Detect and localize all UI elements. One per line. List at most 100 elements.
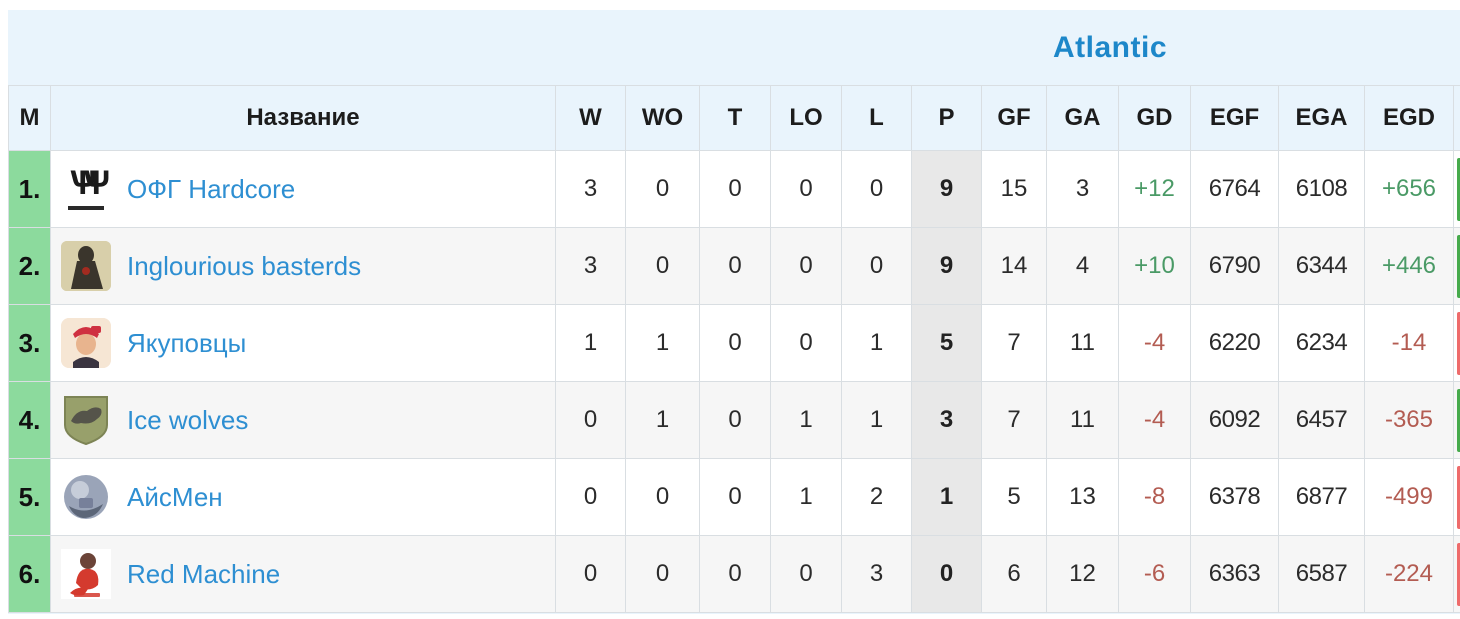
lo-cell: 1 (770, 458, 842, 536)
gf-cell: 7 (981, 381, 1047, 459)
division-title: Atlantic (1052, 30, 1168, 64)
team-link[interactable]: Ice wolves (127, 404, 249, 435)
form-cell (1453, 381, 1460, 459)
table-row: 2. Inglourious basterds 3 0 0 0 0 9 14 4 (8, 227, 1460, 305)
ega-cell: 6877 (1278, 458, 1365, 536)
l-cell: 0 (841, 150, 912, 228)
red-machine-logo (61, 549, 111, 599)
points-cell: 9 (911, 227, 982, 305)
ega-cell: 6457 (1278, 381, 1365, 459)
col-header-form (1453, 85, 1460, 151)
team-cell: Ice wolves (50, 381, 556, 459)
lo-cell: 1 (770, 381, 842, 459)
form-indicator-bar (1457, 543, 1460, 606)
lo-cell: 0 (770, 227, 842, 305)
w-cell: 0 (555, 381, 626, 459)
gd-cell: +10 (1118, 227, 1191, 305)
ga-cell: 4 (1046, 227, 1119, 305)
place-cell: 1. (8, 150, 51, 228)
place-cell: 3. (8, 304, 51, 382)
gd-cell: -4 (1118, 381, 1191, 459)
table-row: 1. ѰѰ ОФГ Hardcore 3 0 0 0 0 9 15 3 (8, 150, 1460, 228)
t-cell: 0 (699, 304, 771, 382)
gd-cell: -8 (1118, 458, 1191, 536)
place-cell: 4. (8, 381, 51, 459)
team-link[interactable]: Якуповцы (127, 327, 247, 358)
team-cell: Якуповцы (50, 304, 556, 382)
t-cell: 0 (699, 150, 771, 228)
l-cell: 2 (841, 458, 912, 536)
egd-cell: +446 (1364, 227, 1454, 305)
place-cell: 2. (8, 227, 51, 305)
egf-cell: 6790 (1190, 227, 1279, 305)
col-header-gd: GD (1118, 85, 1191, 151)
form-cell (1453, 535, 1460, 613)
egf-cell: 6378 (1190, 458, 1279, 536)
col-header-lo: LO (770, 85, 842, 151)
wo-cell: 1 (625, 304, 700, 382)
w-cell: 0 (555, 458, 626, 536)
team-cell: Red Machine (50, 535, 556, 613)
form-cell (1453, 227, 1460, 305)
gf-cell: 14 (981, 227, 1047, 305)
egf-cell: 6764 (1190, 150, 1279, 228)
table-row: 4. Ice wolves 0 1 0 1 1 3 7 11 -4 (8, 381, 1460, 459)
form-indicator-bar (1457, 389, 1460, 452)
team-cell: Inglourious basterds (50, 227, 556, 305)
form-indicator-bar (1457, 312, 1460, 375)
t-cell: 0 (699, 458, 771, 536)
w-cell: 0 (555, 535, 626, 613)
team-link[interactable]: АйсМен (127, 481, 223, 512)
wo-cell: 0 (625, 227, 700, 305)
col-header-wo: WO (625, 85, 700, 151)
gf-cell: 5 (981, 458, 1047, 536)
standings-panel: Atlantic M Название W WO T LO L P GF GA … (8, 10, 1460, 614)
table-row: 3. Якуповцы 1 1 0 0 1 5 7 11 -4 (8, 304, 1460, 382)
form-cell (1453, 458, 1460, 536)
points-cell: 5 (911, 304, 982, 382)
gd-cell: -4 (1118, 304, 1191, 382)
team-cell: АйсМен (50, 458, 556, 536)
gf-cell: 15 (981, 150, 1047, 228)
l-cell: 0 (841, 227, 912, 305)
points-cell: 3 (911, 381, 982, 459)
col-header-egd: EGD (1364, 85, 1454, 151)
team-link[interactable]: Red Machine (127, 558, 281, 589)
l-cell: 1 (841, 304, 912, 382)
col-header-gf: GF (981, 85, 1047, 151)
ga-cell: 11 (1046, 304, 1119, 382)
ga-cell: 3 (1046, 150, 1119, 228)
yakupovtsy-logo (61, 318, 111, 368)
ice-wolves-logo (61, 395, 111, 445)
form-cell (1453, 150, 1460, 228)
icemen-logo (61, 472, 111, 522)
gd-cell: -6 (1118, 535, 1191, 613)
egd-cell: -365 (1364, 381, 1454, 459)
ga-cell: 11 (1046, 381, 1119, 459)
col-header-p: P (911, 85, 982, 151)
t-cell: 0 (699, 381, 771, 459)
gf-cell: 6 (981, 535, 1047, 613)
col-header-t: T (699, 85, 771, 151)
col-header-egf: EGF (1190, 85, 1279, 151)
lo-cell: 0 (770, 304, 842, 382)
ega-cell: 6234 (1278, 304, 1365, 382)
division-title-bar: Atlantic (8, 10, 1460, 85)
col-header-l: L (841, 85, 912, 151)
w-cell: 3 (555, 150, 626, 228)
ga-cell: 12 (1046, 535, 1119, 613)
ega-cell: 6108 (1278, 150, 1365, 228)
wo-cell: 1 (625, 381, 700, 459)
team-link[interactable]: ОФГ Hardcore (127, 173, 296, 204)
egd-cell: -224 (1364, 535, 1454, 613)
wo-cell: 0 (625, 458, 700, 536)
wo-cell: 0 (625, 535, 700, 613)
form-indicator-bar (1457, 235, 1460, 298)
t-cell: 0 (699, 227, 771, 305)
lo-cell: 0 (770, 150, 842, 228)
ega-cell: 6587 (1278, 535, 1365, 613)
col-header-ga: GA (1046, 85, 1119, 151)
egf-cell: 6092 (1190, 381, 1279, 459)
team-link[interactable]: Inglourious basterds (127, 250, 362, 281)
points-cell: 9 (911, 150, 982, 228)
